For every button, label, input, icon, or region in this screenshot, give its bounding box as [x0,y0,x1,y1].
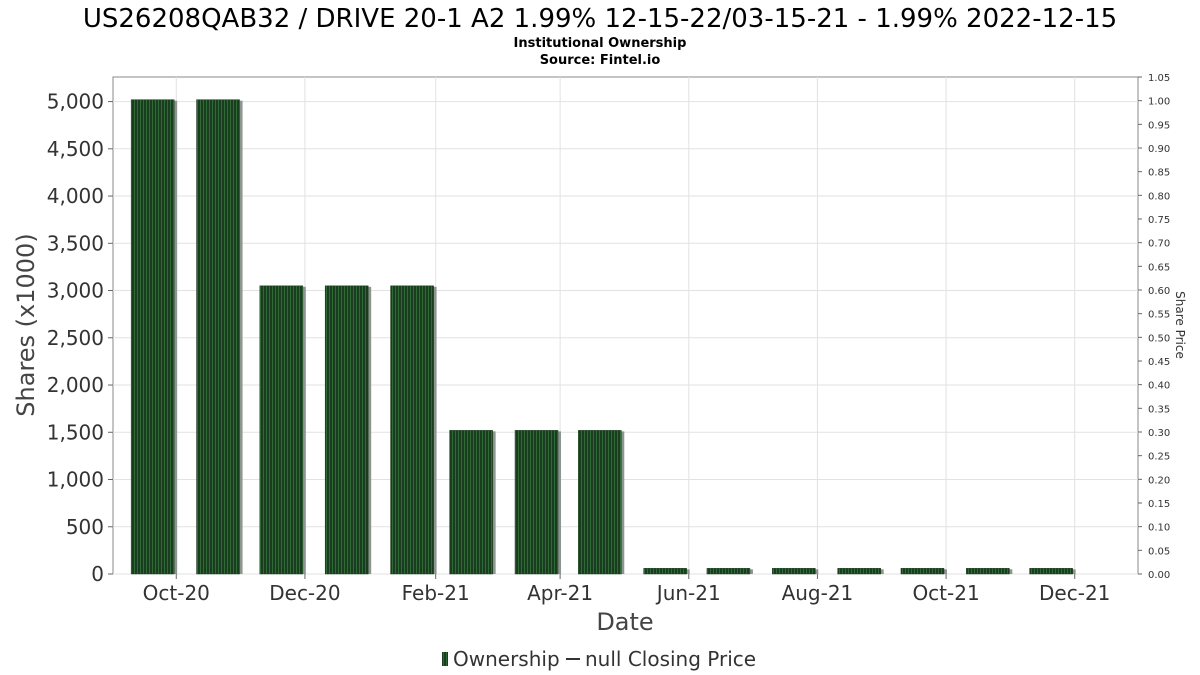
y2-tick-label: 0.60 [1148,286,1170,297]
bar-body [772,568,816,575]
y-tick-label: 4,500 [47,137,104,161]
y-tick-label: 5,000 [47,90,104,114]
ownership-bar [772,568,819,575]
y2-tick-label: 0.50 [1148,333,1170,344]
x-tick-label: Dec-21 [1039,581,1110,605]
bar-body [643,568,687,575]
y-tick-label: 4,000 [47,184,104,208]
ownership-bar [196,99,243,575]
y2-tick-label: 0.80 [1148,191,1170,202]
y2-tick-label: 0.75 [1148,215,1170,226]
y-tick-label: 3,500 [47,231,104,255]
bar-body [900,568,945,575]
y-tick-label: 1,000 [47,468,104,492]
x-tick-label: Oct-21 [912,581,979,605]
ownership-bar [900,568,947,575]
ownership-bar [324,285,372,575]
x-tick-label: Apr-21 [527,581,593,605]
y-tick-label: 3,000 [47,279,104,303]
bar-body [514,430,559,575]
y2-tick-label: 0.35 [1148,404,1170,415]
y2-axis-label: Share Price [1173,291,1187,359]
y2-tick-label: 0.10 [1148,523,1170,534]
ownership-bar [1029,568,1076,575]
x-tick-label: Dec-20 [269,581,340,605]
x-axis-label: Date [596,608,653,636]
x-axis-ticks: Oct-20 Dec-20 Feb-21 Apr-21 Jun-21 Aug-21 Oct-… [143,574,1110,605]
y2-tick-label: 0.65 [1148,262,1170,273]
legend-ownership-swatch [442,652,448,666]
ownership-bar [390,285,437,575]
chart-source: Source: Fintel.io [540,53,661,68]
chart-title: US26208QAB32 / DRIVE 20-1 A2 1.99% 12-15… [83,4,1117,34]
y2-tick-label: 0.00 [1148,570,1170,581]
bar-body [1029,568,1073,575]
y-tick-label: 500 [66,515,104,539]
y2-tick-label: 1.00 [1148,97,1170,108]
ownership-bar [643,568,690,575]
ownership-bar [837,568,884,575]
x-tick-label: Aug-21 [782,581,854,605]
bar-body [578,430,622,575]
bar-body [449,430,493,575]
legend-price-label: null Closing Price [585,647,756,671]
y-tick-label: 2,000 [47,373,104,397]
y2-tick-label: 0.90 [1148,144,1170,155]
y2-tick-label: 0.70 [1148,239,1170,250]
y2-tick-label: 1.05 [1148,73,1170,84]
ownership-bar [966,568,1013,575]
y2-tick-label: 0.30 [1148,428,1170,439]
y-axis-ticks: 0 500 1,000 1,500 2,000 2,500 3,000 3,500 4,000 4… [47,90,113,586]
ownership-bar [514,430,562,575]
bar-body [706,568,751,575]
bar-body [837,568,881,575]
x-tick-label: Oct-20 [143,581,210,605]
ownership-bar [706,568,753,575]
ownership-bar [578,430,625,575]
bar-body [324,285,369,575]
y2-tick-label: 0.55 [1148,310,1170,321]
y2-tick-label: 0.15 [1148,499,1170,510]
bar-body [390,285,434,575]
y-axis-label: Shares (x1000) [12,233,40,416]
y2-tick-label: 0.45 [1148,357,1170,368]
y2-tick-label: 0.20 [1148,475,1170,486]
bars [130,99,1076,575]
y-tick-label: 1,500 [47,420,104,444]
y2-tick-label: 0.25 [1148,452,1170,463]
bar-body [259,285,304,575]
bar-body [196,99,240,575]
y2-axis-ticks: 0.00 0.05 0.10 0.15 0.20 0.25 0.30 0.35 0.40 0.45… [1138,73,1170,581]
x-tick-label: Jun-21 [655,581,721,605]
chart-subtitle: Institutional Ownership [514,36,687,51]
y2-tick-label: 0.40 [1148,381,1170,392]
bar-body [966,568,1010,575]
y2-tick-label: 0.85 [1148,168,1170,179]
ownership-bar [259,285,306,575]
y-tick-label: 2,500 [47,326,104,350]
x-tick-label: Feb-21 [402,581,470,605]
legend: Ownership null Closing Price [442,647,756,671]
ownership-bar [449,430,496,575]
legend-ownership-label: Ownership [453,647,560,671]
y2-tick-label: 0.95 [1148,120,1170,131]
y2-tick-label: 0.05 [1148,546,1170,557]
bar-body [130,99,175,575]
ownership-bar [130,99,178,575]
y-tick-label: 0 [91,562,104,586]
